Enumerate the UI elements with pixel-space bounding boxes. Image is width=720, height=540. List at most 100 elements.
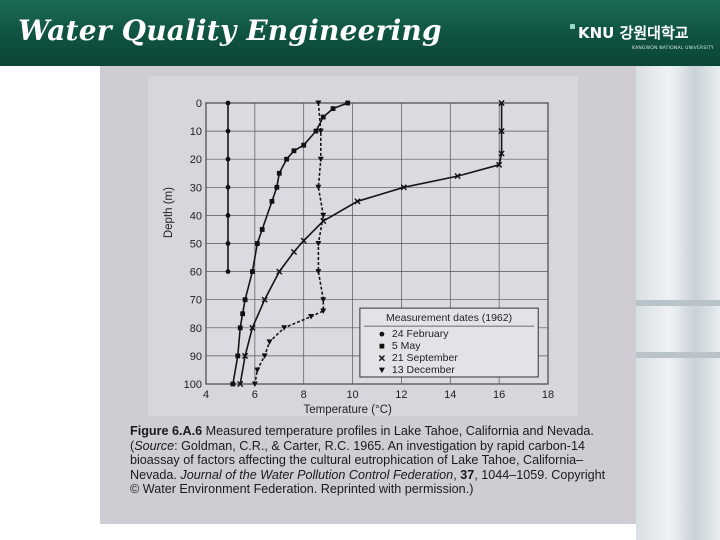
data-point bbox=[230, 381, 236, 387]
background-rail bbox=[636, 300, 720, 306]
data-point bbox=[315, 184, 322, 191]
legend-entry: 13 December bbox=[392, 364, 456, 376]
data-point bbox=[225, 100, 231, 106]
y-tick-label: 80 bbox=[190, 323, 202, 335]
data-point bbox=[225, 269, 231, 274]
legend-entry: 24 February bbox=[392, 328, 449, 340]
data-point bbox=[378, 367, 385, 374]
y-tick-label: 0 bbox=[196, 98, 202, 110]
y-tick-label: 70 bbox=[190, 295, 202, 307]
background-rail bbox=[636, 352, 720, 358]
data-point bbox=[317, 128, 324, 135]
data-point bbox=[240, 311, 246, 317]
caption-text: Measured temperature profiles in Lake Ta… bbox=[130, 424, 594, 453]
legend-title: Measurement dates (1962) bbox=[386, 312, 512, 324]
x-tick-label: 18 bbox=[542, 389, 554, 401]
caption-text: : Goldman, C.R., & Carter, R.C. 1965. An… bbox=[130, 438, 586, 482]
caption-volume: 37 bbox=[460, 467, 475, 482]
y-tick-label: 60 bbox=[190, 267, 202, 279]
data-point bbox=[379, 331, 385, 337]
left-margin bbox=[0, 66, 100, 540]
legend-entry: 5 May bbox=[392, 340, 421, 352]
legend-entry: 21 September bbox=[392, 352, 458, 364]
caption-text: , bbox=[453, 467, 461, 482]
y-tick-label: 30 bbox=[190, 182, 202, 194]
data-point bbox=[281, 325, 288, 331]
university-logo: KNU 강원대학교 KANGWON NATIONAL UNIVERSITY bbox=[568, 22, 716, 58]
logo-text: KNU 강원대학교 bbox=[578, 24, 689, 42]
data-point bbox=[242, 297, 248, 303]
y-tick-label: 90 bbox=[190, 351, 202, 363]
caption-label: Figure 6.A.6 bbox=[130, 424, 203, 438]
data-point bbox=[496, 161, 503, 168]
data-point bbox=[320, 297, 327, 303]
data-point bbox=[261, 296, 268, 303]
data-point bbox=[259, 227, 265, 232]
data-point bbox=[317, 156, 324, 163]
data-point bbox=[254, 367, 261, 373]
data-point bbox=[254, 241, 260, 246]
data-point bbox=[320, 114, 326, 120]
x-tick-label: 14 bbox=[444, 389, 456, 401]
caption-source-label: Source bbox=[134, 438, 175, 453]
data-point bbox=[225, 213, 231, 218]
data-point bbox=[498, 150, 505, 157]
data-point bbox=[301, 142, 307, 148]
caption-text: , 1044–1059. Copyright © Water Environme… bbox=[130, 467, 606, 497]
x-tick-label: 16 bbox=[493, 389, 505, 401]
data-point bbox=[354, 198, 361, 205]
data-point bbox=[313, 128, 319, 134]
data-point bbox=[330, 106, 336, 112]
slide-header: Water Quality Engineering KNU 강원대학교 KANG… bbox=[0, 0, 720, 66]
data-point bbox=[300, 237, 307, 244]
legend-box bbox=[359, 307, 539, 378]
data-point bbox=[400, 184, 407, 191]
data-point bbox=[225, 241, 231, 246]
data-point bbox=[308, 314, 315, 320]
data-point bbox=[498, 99, 505, 107]
data-point bbox=[237, 325, 243, 331]
data-point bbox=[320, 308, 327, 314]
logo-subtext: KANGWON NATIONAL UNIVERSITY bbox=[632, 46, 714, 51]
data-point bbox=[250, 269, 255, 274]
data-point bbox=[237, 380, 244, 388]
data-point bbox=[266, 339, 273, 345]
data-point bbox=[315, 241, 322, 247]
x-tick-label: 12 bbox=[395, 389, 407, 401]
logo-dot-icon bbox=[570, 24, 575, 29]
data-point bbox=[225, 128, 231, 134]
data-point bbox=[249, 324, 256, 331]
data-point bbox=[315, 100, 322, 106]
x-axis-label: Temperature (°C) bbox=[304, 404, 392, 416]
y-tick-label: 20 bbox=[190, 154, 202, 166]
data-point bbox=[315, 269, 322, 275]
data-point bbox=[274, 184, 280, 190]
y-tick-label: 50 bbox=[190, 239, 202, 251]
chart-area: 4 6 8 10 12 14 16 18 0 10 20 30 40 50 60 70 80 90 100 Tempe… bbox=[148, 76, 578, 416]
data-point bbox=[498, 128, 505, 135]
slide-title: Water Quality Engineering bbox=[18, 14, 442, 47]
y-tick-label: 10 bbox=[190, 126, 202, 138]
data-point bbox=[284, 156, 290, 162]
data-point bbox=[276, 170, 282, 176]
data-point bbox=[241, 352, 249, 359]
series-line bbox=[254, 102, 325, 385]
data-point bbox=[320, 212, 327, 219]
x-tick-label: 8 bbox=[301, 389, 307, 401]
x-tick-label: 10 bbox=[346, 389, 358, 401]
data-point bbox=[345, 100, 351, 106]
data-point bbox=[225, 184, 231, 190]
data-point bbox=[251, 381, 258, 387]
figure-caption: Figure 6.A.6 Measured temperature profil… bbox=[130, 424, 610, 497]
y-tick-label: 40 bbox=[190, 210, 202, 222]
data-point bbox=[454, 172, 461, 180]
data-point bbox=[261, 353, 268, 359]
data-point bbox=[276, 268, 283, 275]
data-point bbox=[269, 198, 275, 204]
data-point bbox=[290, 248, 298, 256]
data-point bbox=[378, 355, 385, 362]
y-axis-label: Depth (m) bbox=[163, 187, 175, 238]
x-tick-label: 6 bbox=[252, 389, 258, 401]
caption-journal: Journal of the Water Pollution Control F… bbox=[180, 467, 454, 482]
temperature-depth-chart: 4 6 8 10 12 14 16 18 0 10 20 30 40 50 60 70 80 90 100 Tempe… bbox=[163, 98, 554, 416]
